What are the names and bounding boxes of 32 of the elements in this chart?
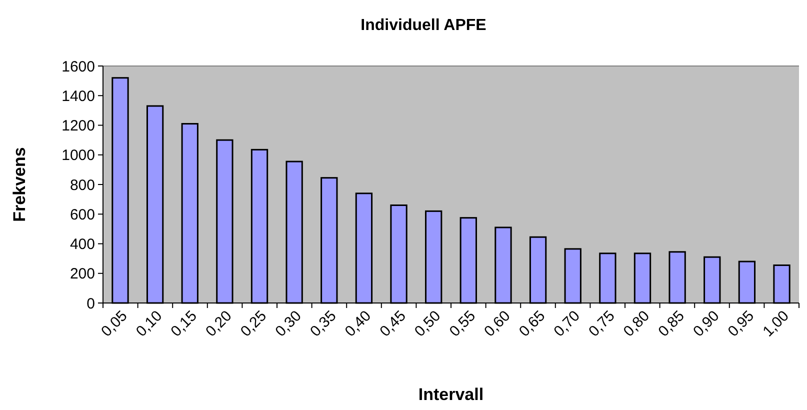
y-tick-label: 1400 — [62, 88, 95, 105]
y-tick-label: 1600 — [62, 58, 95, 76]
x-tick-label: 0,35 — [307, 308, 340, 340]
x-tick-label: 0,45 — [376, 308, 410, 340]
x-tick-label: 0,55 — [446, 308, 479, 340]
y-tick-label: 0 — [86, 295, 95, 312]
y-tick-label: 1000 — [62, 147, 95, 164]
x-tick-label: 0,85 — [655, 308, 688, 340]
x-axis-title: Intervall — [418, 385, 484, 404]
x-tick-label: 0,30 — [272, 308, 305, 340]
x-tick-label: 0,95 — [724, 308, 758, 340]
x-tick-label: 0,15 — [168, 308, 200, 340]
x-tick-label: 0,20 — [202, 308, 236, 340]
x-tick-label: 0,50 — [411, 308, 444, 340]
x-tick-label: 0,60 — [481, 308, 514, 340]
x-tick-label: 0,70 — [550, 308, 584, 340]
x-tick-label: 0,80 — [620, 308, 654, 340]
x-tick-label: 0,90 — [690, 308, 723, 340]
y-axis-title: Frekvens — [10, 147, 29, 222]
y-tick-label: 600 — [70, 206, 95, 224]
x-tick-label: 1,00 — [760, 308, 792, 340]
y-tick-label: 200 — [70, 266, 95, 283]
chart-title: Individuell APFE — [360, 17, 487, 34]
x-tick-label: 0,75 — [586, 308, 618, 340]
x-tick-label: 0,25 — [237, 308, 270, 340]
x-tick-label: 0,05 — [98, 308, 131, 340]
x-tick-label: 0,40 — [342, 308, 374, 340]
y-tick-label: 400 — [70, 236, 95, 253]
x-tick-label: 0,65 — [516, 308, 549, 340]
x-tick-label: 0,10 — [132, 308, 166, 340]
y-tick-label: 800 — [70, 176, 95, 194]
y-tick-label: 1200 — [62, 118, 95, 134]
